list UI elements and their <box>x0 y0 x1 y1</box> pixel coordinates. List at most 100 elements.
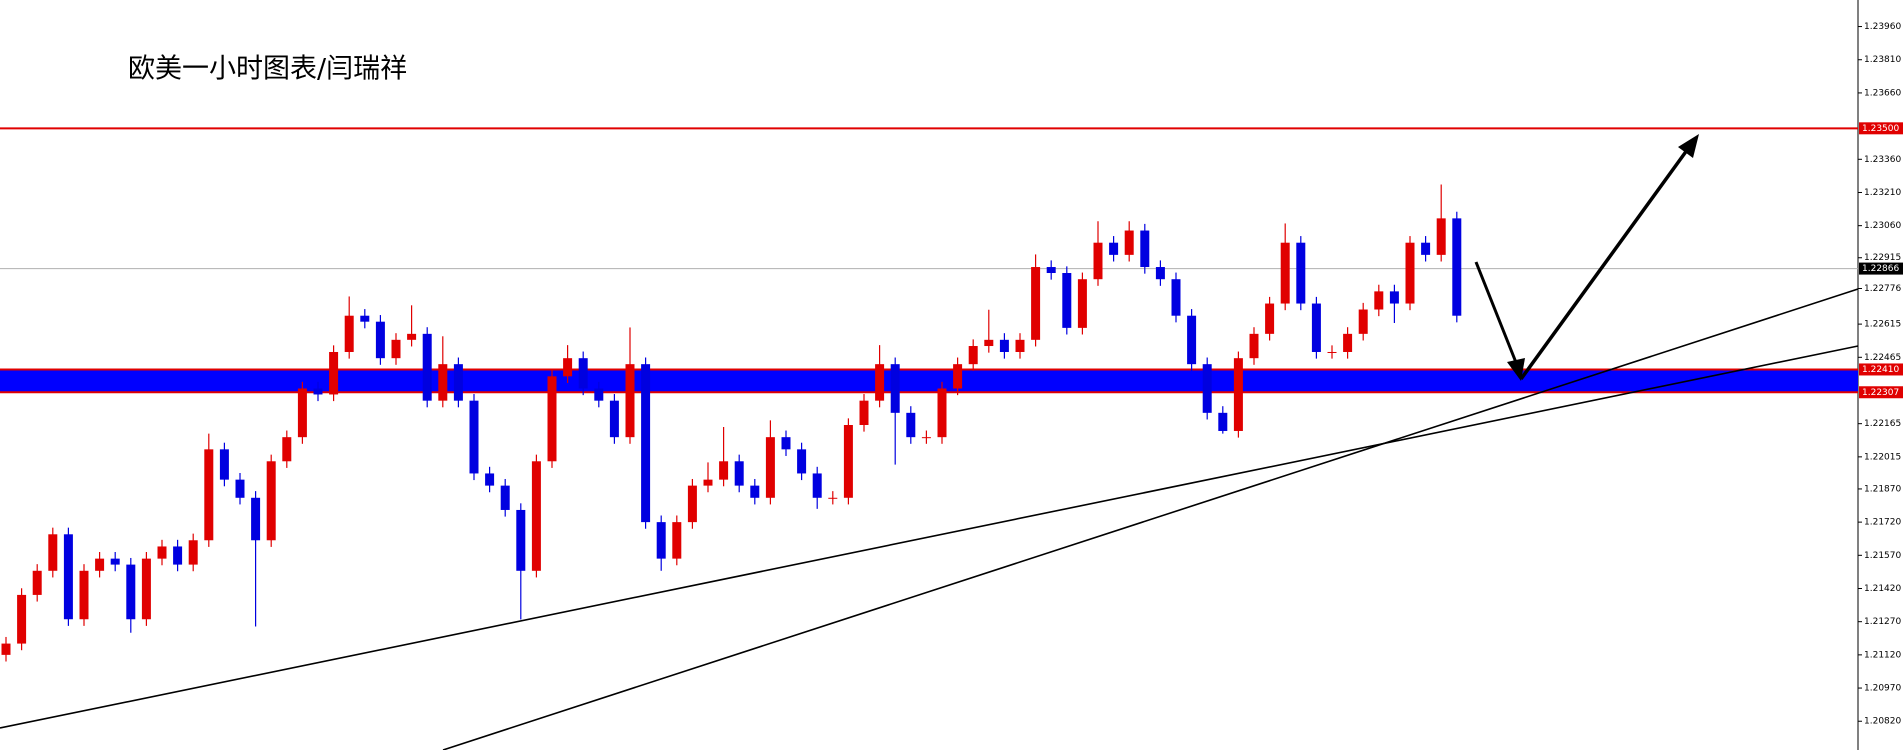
candle-body <box>282 437 292 462</box>
candle-body <box>1452 218 1462 316</box>
candle-body <box>531 461 541 571</box>
candle-body <box>999 339 1009 352</box>
candle-body <box>1327 351 1337 353</box>
candle-body <box>828 497 838 499</box>
y-tick-label: 1.23210 <box>1864 188 1901 198</box>
trend-line <box>0 345 1859 729</box>
candle-body <box>875 364 885 401</box>
candle-body <box>750 485 760 498</box>
candle-body <box>1374 291 1384 310</box>
candle-body <box>1421 242 1431 255</box>
y-tick-label: 1.23660 <box>1864 88 1901 98</box>
y-tick-label: 1.22615 <box>1864 320 1901 330</box>
candle-body <box>375 321 385 359</box>
candle-body <box>719 461 729 480</box>
candle-body <box>687 485 697 523</box>
candle-body <box>391 339 401 359</box>
level-label: 1.22307 <box>1862 388 1899 398</box>
arrow-head <box>1678 134 1699 158</box>
axis-labels: 1.23960 1.23810 1.23660 1.23360 1.23210 1.230… <box>1858 22 1903 727</box>
candle-body <box>266 461 276 541</box>
candle-body <box>1202 364 1212 413</box>
candle-body <box>126 564 136 620</box>
arrow-head <box>1507 358 1525 381</box>
candle-body <box>1124 230 1134 255</box>
candle-body <box>407 333 417 340</box>
candle-body <box>204 449 214 541</box>
candle-body <box>953 364 963 389</box>
candle-body <box>1389 291 1399 304</box>
candle-body <box>422 333 432 401</box>
candle-body <box>1031 267 1041 340</box>
candle-body <box>843 425 853 498</box>
y-tick-label: 1.21570 <box>1864 551 1901 561</box>
y-tick-label: 1.21420 <box>1864 584 1901 594</box>
candle-body <box>500 485 510 510</box>
candle-body <box>297 388 307 438</box>
candle-body <box>485 473 495 486</box>
candle-body <box>984 339 994 347</box>
candle-body <box>110 558 120 565</box>
candle-body <box>1062 273 1072 328</box>
level-label: 1.22866 <box>1862 264 1899 274</box>
candle-body <box>641 364 651 523</box>
candle-body <box>157 546 167 559</box>
candle-body <box>890 364 900 413</box>
candle-body <box>1405 242 1415 304</box>
candle-body <box>438 364 448 401</box>
candle-body <box>235 479 245 498</box>
arrow <box>1519 144 1692 381</box>
candle-body <box>219 449 229 480</box>
candle-body <box>1249 333 1259 359</box>
y-tick-label: 1.22915 <box>1864 253 1901 263</box>
candle-body <box>672 522 682 559</box>
y-tick-label: 1.22465 <box>1864 353 1901 363</box>
level-label-bg <box>1859 122 1903 135</box>
y-tick-label: 1.23060 <box>1864 221 1901 231</box>
candle-body <box>1140 230 1150 268</box>
level-label-bg <box>1859 363 1903 376</box>
candle-body <box>1218 412 1228 431</box>
y-tick-label: 1.21720 <box>1864 518 1901 528</box>
candle-body <box>781 437 791 450</box>
candle-body <box>17 594 27 644</box>
candle-body <box>625 364 635 438</box>
candle-body <box>1265 303 1275 334</box>
candle-body <box>594 388 604 401</box>
y-tick-label: 1.21120 <box>1864 650 1901 660</box>
candle-body <box>968 346 978 365</box>
candle-body <box>1233 358 1243 431</box>
candle-body <box>578 358 588 389</box>
candle-body <box>1155 267 1165 280</box>
plot <box>0 127 1858 662</box>
candle-body <box>32 570 42 595</box>
candle-body <box>1 643 11 655</box>
y-tick-label: 1.23810 <box>1864 55 1901 65</box>
candle-body <box>1358 309 1368 334</box>
candle-body <box>1436 218 1446 255</box>
y-tick-label: 1.22165 <box>1864 419 1901 429</box>
candle-body <box>859 400 869 425</box>
candle-body <box>547 376 557 462</box>
candle-body <box>344 315 354 352</box>
y-tick-label: 1.21270 <box>1864 617 1901 627</box>
candle-body <box>329 351 339 395</box>
candle-body <box>563 358 573 377</box>
candle-body <box>1296 242 1306 304</box>
candle-body <box>173 546 183 565</box>
level-label: 1.22410 <box>1862 365 1899 375</box>
candle-body <box>906 412 916 438</box>
candle-body <box>734 461 744 486</box>
candle-body <box>95 558 105 571</box>
y-tick-label: 1.23960 <box>1864 22 1901 32</box>
candle-body <box>1015 339 1025 352</box>
y-tick-label: 1.23360 <box>1864 155 1901 165</box>
candle-body <box>516 509 526 571</box>
y-tick-label: 1.21870 <box>1864 484 1901 494</box>
y-tick-label: 1.20970 <box>1864 684 1901 694</box>
candle-body <box>360 315 370 322</box>
zone-band <box>0 369 1858 393</box>
arrow <box>1474 261 1519 366</box>
